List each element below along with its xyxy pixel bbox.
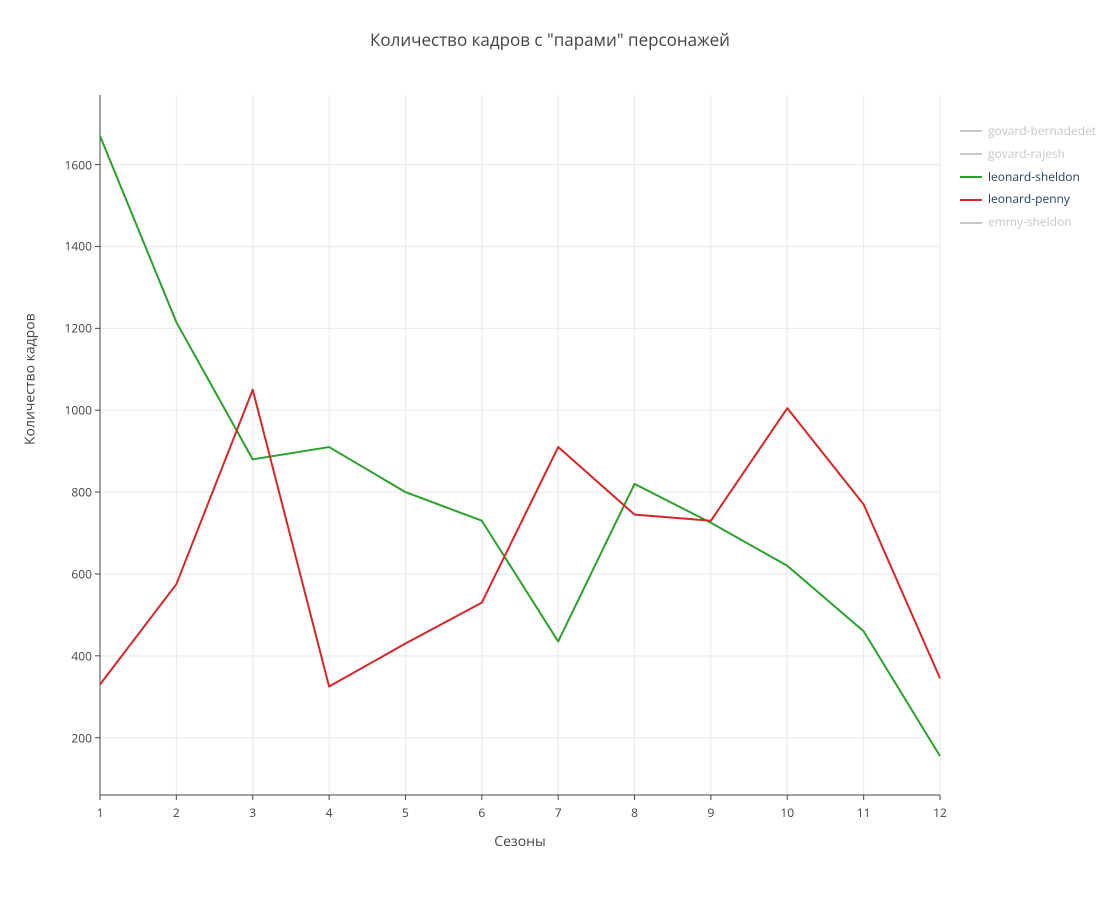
chart-root: Количество кадров с "парами" персонажей … <box>0 0 1100 900</box>
legend-item-leonard_penny[interactable]: leonard-penny <box>960 188 1096 211</box>
y-tick-label: 1200 <box>65 320 92 337</box>
x-axis-title: Сезоны <box>100 832 940 851</box>
legend-label: govard-bernadedet <box>988 120 1096 143</box>
legend-item-leonard_sheldon[interactable]: leonard-sheldon <box>960 166 1096 189</box>
legend-item-govard_bernadedet[interactable]: govard-bernadedet <box>960 120 1096 143</box>
x-tick-label: 7 <box>555 804 562 821</box>
plot-svg <box>100 95 940 795</box>
legend-swatch <box>960 199 982 201</box>
y-tick-label: 1600 <box>65 156 92 173</box>
y-tick-label: 800 <box>71 484 92 501</box>
legend-label: emmy-sheldon <box>988 211 1072 234</box>
x-tick-label: 3 <box>249 804 256 821</box>
x-tick-label: 4 <box>326 804 333 821</box>
x-tick-label: 10 <box>780 804 794 821</box>
legend-label: leonard-sheldon <box>988 166 1080 189</box>
plot-area <box>100 95 940 795</box>
x-tick-label: 9 <box>707 804 714 821</box>
x-tick-label: 12 <box>933 804 947 821</box>
x-tick-label: 1 <box>97 804 104 821</box>
chart-title: Количество кадров с "парами" персонажей <box>0 28 1100 51</box>
x-tick-label: 5 <box>402 804 409 821</box>
y-tick-label: 600 <box>71 565 92 582</box>
x-tick-label: 2 <box>173 804 180 821</box>
x-tick-label: 8 <box>631 804 638 821</box>
legend-swatch <box>960 176 982 178</box>
series-leonard_penny[interactable] <box>100 390 940 687</box>
legend: govard-bernadedetgovard-rajeshleonard-sh… <box>960 120 1096 234</box>
legend-label: leonard-penny <box>988 188 1070 211</box>
series-leonard_sheldon[interactable] <box>100 136 940 756</box>
legend-swatch <box>960 130 982 132</box>
legend-swatch <box>960 153 982 155</box>
y-axis-title: Количество кадров <box>21 313 40 445</box>
legend-item-govard_rajesh[interactable]: govard-rajesh <box>960 143 1096 166</box>
y-tick-label: 1000 <box>65 402 92 419</box>
legend-swatch <box>960 222 982 224</box>
y-tick-label: 1400 <box>65 238 92 255</box>
y-tick-label: 200 <box>71 729 92 746</box>
legend-item-emmy_sheldon[interactable]: emmy-sheldon <box>960 211 1096 234</box>
x-tick-label: 6 <box>478 804 485 821</box>
legend-label: govard-rajesh <box>988 143 1065 166</box>
y-tick-label: 400 <box>71 647 92 664</box>
x-tick-label: 11 <box>857 804 871 821</box>
gridlines <box>100 95 940 795</box>
